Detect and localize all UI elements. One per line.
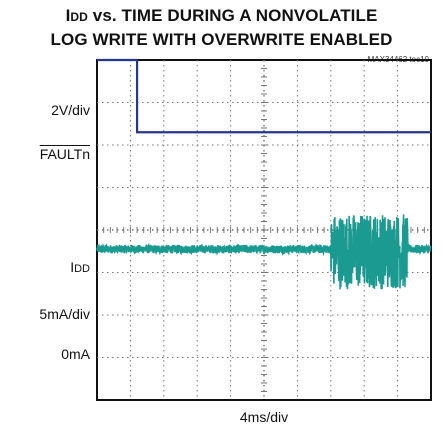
idd-scale-label: 5mA/div xyxy=(39,306,90,322)
faultn-trace xyxy=(97,58,431,134)
chart-title-line-2: LOG WRITE WITH OVERWRITE ENABLED xyxy=(50,30,393,49)
idd-baseline-band xyxy=(97,246,331,252)
chart-title-line-1: IDD vs. TIME DURING A NONVOLATILE xyxy=(65,6,378,25)
idd-channel-label: IDD xyxy=(70,259,90,275)
fault-scale-label: 2V/div xyxy=(51,102,90,118)
idd-baseline-band xyxy=(407,246,431,252)
fault-channel-label: FAULTn xyxy=(39,146,90,162)
idd-zero-label: 0mA xyxy=(61,346,90,362)
x-axis-label: 4ms/div xyxy=(239,409,289,425)
